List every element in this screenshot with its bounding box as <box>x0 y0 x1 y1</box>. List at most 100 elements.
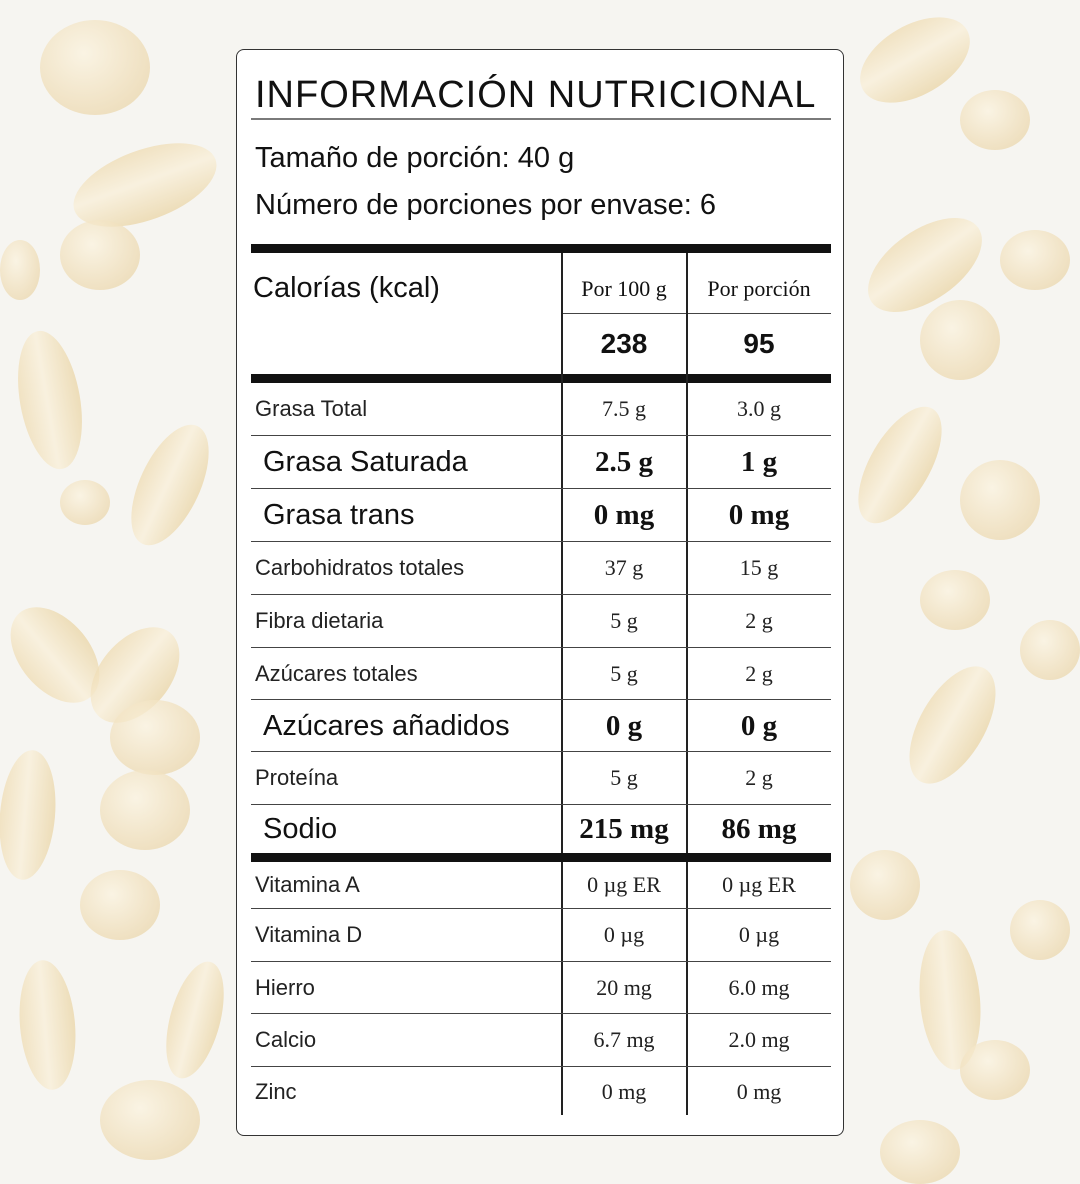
row-divider <box>251 594 831 596</box>
row-divider <box>251 751 831 753</box>
oat-flake <box>960 460 1040 540</box>
per-100g-value: 37 g <box>604 555 644 580</box>
nutrient-name: Fibra dietaria <box>255 608 384 633</box>
nutrient-row-added-sugars: Azúcares añadidos 0 g 0 g <box>237 700 845 752</box>
row-divider <box>251 1013 831 1015</box>
oat-flake <box>60 480 110 525</box>
per-serving-value: 2.0 mg <box>728 1027 790 1052</box>
per-100g-value: 6.7 mg <box>593 1027 655 1052</box>
oat-flake <box>80 870 160 940</box>
nutrient-name: Calcio <box>255 1027 317 1052</box>
nutrient-row-total-sugars: Azúcares totales 5 g 2 g <box>237 648 845 700</box>
nutrient-name: Hierro <box>255 975 315 1000</box>
per-serving-value: 15 g <box>739 555 779 580</box>
thick-rule <box>251 374 831 383</box>
row-divider <box>251 804 831 806</box>
per-serving-value: 1 g <box>740 445 778 478</box>
nutrition-label: INFORMACIÓN NUTRICIONAL Tamaño de porció… <box>236 49 844 1136</box>
per-100g-value: 0 g <box>605 709 643 742</box>
nutrient-row-protein: Proteína 5 g 2 g <box>237 752 845 804</box>
servings-per-container: Número de porciones por envase: 6 <box>255 189 717 221</box>
oat-flake <box>100 770 190 850</box>
per-serving-value: 2 g <box>745 765 773 790</box>
per-100g-value: 0 mg <box>601 1079 647 1104</box>
oat-flake <box>0 240 40 300</box>
header-divider <box>562 313 831 315</box>
oat-flake <box>960 90 1030 150</box>
per-100g-value: 20 mg <box>596 975 652 1000</box>
nutrient-name: Carbohidratos totales <box>255 555 465 580</box>
row-divider <box>251 699 831 701</box>
per-100g-value: 5 g <box>610 765 638 790</box>
per-100g-value: 5 g <box>610 661 638 686</box>
micronutrient-row-vitamin-d: Vitamina D 0 µg 0 µg <box>237 909 845 961</box>
oat-flake <box>1000 230 1070 290</box>
oat-flake <box>920 300 1000 380</box>
oat-grain <box>155 955 235 1085</box>
column-divider <box>686 253 688 1115</box>
nutrient-name: Grasa Total <box>255 396 368 421</box>
per-serving-value: 0 g <box>740 709 778 742</box>
oat-flake <box>960 1040 1030 1100</box>
nutrient-row-carbohydrates: Carbohidratos totales 37 g 15 g <box>237 542 845 594</box>
micronutrient-row-vitamin-a: Vitamina A 0 µg ER 0 µg ER <box>237 862 845 908</box>
oat-grain <box>0 747 61 883</box>
row-divider <box>251 647 831 649</box>
micronutrient-row-zinc: Zinc 0 mg 0 mg <box>237 1067 845 1117</box>
nutrient-row-sodium: Sodio 215 mg 86 mg <box>237 805 845 853</box>
oat-flake <box>60 220 140 290</box>
per-serving-value: 2 g <box>745 661 773 686</box>
oat-grain <box>8 325 92 475</box>
nutrient-row-trans-fat: Grasa trans 0 mg 0 mg <box>237 489 845 541</box>
oat-grain <box>845 0 985 121</box>
nutrient-name: Proteína <box>255 765 339 790</box>
per-serving-value: 3.0 g <box>737 396 781 421</box>
thick-rule <box>251 853 831 862</box>
per-100g-value: 7.5 g <box>602 396 646 421</box>
nutrient-name: Grasa Saturada <box>263 445 468 478</box>
nutrient-name: Sodio <box>263 812 338 845</box>
oat-flake <box>110 700 200 775</box>
nutrient-name: Azúcares totales <box>255 661 418 686</box>
oat-flake <box>850 850 920 920</box>
oat-grain <box>14 957 81 1093</box>
per-serving-value: 0 µg ER <box>722 872 796 897</box>
title-divider <box>251 118 831 120</box>
per-100g-value: 0 µg <box>603 922 645 947</box>
nutrient-name: Grasa trans <box>263 498 415 531</box>
label-title: INFORMACIÓN NUTRICIONAL <box>255 74 817 116</box>
nutrient-row-total-fat: Grasa Total 7.5 g 3.0 g <box>237 383 845 435</box>
row-divider <box>251 488 831 490</box>
oat-flake <box>100 1080 200 1160</box>
per-serving-value: 0 mg <box>728 498 790 531</box>
oat-flake <box>920 570 990 630</box>
nutrient-row-fiber: Fibra dietaria 5 g 2 g <box>237 595 845 647</box>
per-serving-value: 2 g <box>745 608 773 633</box>
micronutrient-row-iron: Hierro 20 mg 6.0 mg <box>237 962 845 1014</box>
per-serving-value: 86 mg <box>721 812 797 845</box>
calories-per-serving: 95 <box>743 328 775 359</box>
oat-flake <box>40 20 150 115</box>
serving-size: Tamaño de porción: 40 g <box>255 142 575 174</box>
thick-rule <box>251 244 831 253</box>
per-serving-value: 6.0 mg <box>728 975 790 1000</box>
per-100g-value: 215 mg <box>579 812 669 845</box>
row-divider <box>251 961 831 963</box>
row-divider <box>251 435 831 437</box>
oat-grain <box>115 413 225 557</box>
oat-grain <box>891 652 1014 798</box>
per-100g-value: 0 mg <box>593 498 655 531</box>
nutrient-name: Azúcares añadidos <box>263 709 510 742</box>
nutrient-row-saturated-fat: Grasa Saturada 2.5 g 1 g <box>237 436 845 488</box>
per-100g-value: 0 µg ER <box>587 872 661 897</box>
per-100g-value: 5 g <box>610 608 638 633</box>
row-divider <box>251 541 831 543</box>
per-serving-value: 0 mg <box>736 1079 782 1104</box>
micronutrient-row-calcium: Calcio 6.7 mg 2.0 mg <box>237 1014 845 1066</box>
calories-per-100g: 238 <box>600 328 648 359</box>
column-header-per-100g: Por 100 g <box>581 276 667 301</box>
row-divider <box>251 1066 831 1068</box>
oat-grain <box>841 393 959 537</box>
nutrient-name: Vitamina D <box>255 922 363 947</box>
